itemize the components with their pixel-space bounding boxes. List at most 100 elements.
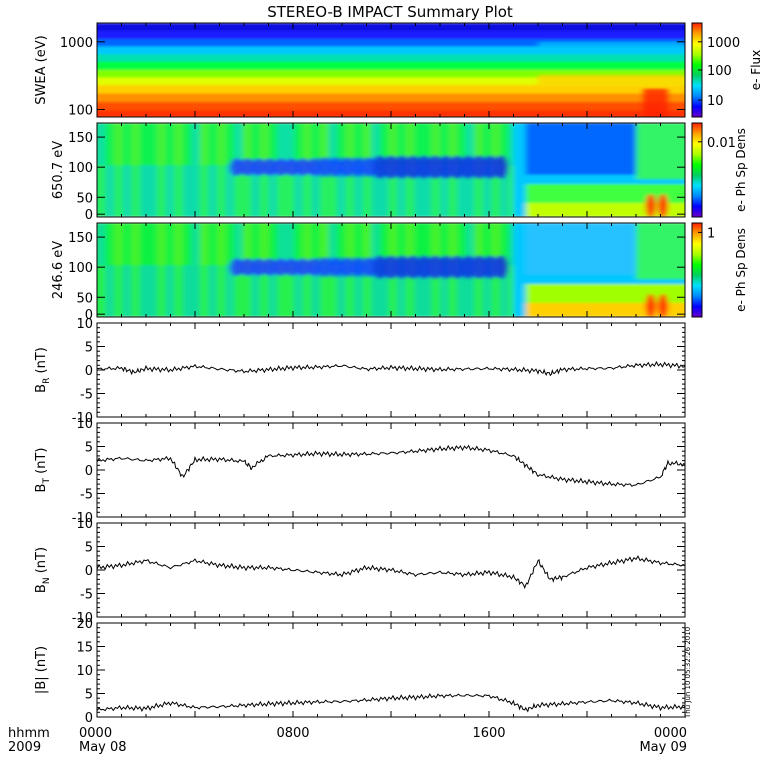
pad-cell xyxy=(182,123,192,166)
pad-cell xyxy=(191,223,200,266)
pad-ytick-label: 150 xyxy=(68,231,93,246)
pad-cell xyxy=(122,165,132,217)
pad-cell xyxy=(414,223,423,266)
pad-cell xyxy=(285,165,294,217)
bmag-ytick-label: 0 xyxy=(85,711,93,726)
pad-cell xyxy=(508,265,517,317)
pad-cell xyxy=(157,223,166,266)
pad-cell xyxy=(294,265,303,317)
pad-cell xyxy=(208,165,217,217)
pad-cell xyxy=(302,265,312,317)
pad-cell xyxy=(397,165,406,217)
pad-cell xyxy=(491,223,500,266)
pad-cell xyxy=(157,123,166,166)
pad-cell xyxy=(268,223,277,266)
pad-cell xyxy=(242,123,252,166)
pad-cell xyxy=(525,202,685,217)
pad-cell xyxy=(311,265,320,317)
pad-cell xyxy=(306,158,321,177)
pad-cell xyxy=(388,165,397,217)
pad-cell xyxy=(294,123,303,166)
pad-cell xyxy=(277,165,286,217)
pad-ytick-label: 50 xyxy=(76,191,93,206)
bn-ytick-label: 5 xyxy=(85,541,93,556)
pad-cell xyxy=(306,258,321,277)
pad-cell xyxy=(165,223,174,266)
bmag-ylabel: |B| (nT) xyxy=(34,646,49,694)
swea-band xyxy=(97,85,685,95)
swea-shift xyxy=(538,41,685,117)
pad-cell xyxy=(242,165,252,217)
pad-cell xyxy=(131,123,140,166)
pad-cell xyxy=(362,165,372,217)
pad-cell xyxy=(388,265,397,317)
pad-cell xyxy=(268,123,277,166)
pad-cell xyxy=(294,165,303,217)
pad-cell xyxy=(457,265,466,317)
pad-cell xyxy=(379,165,389,217)
pad-cell xyxy=(500,223,509,266)
bt-series-line xyxy=(96,444,686,488)
pad-cell xyxy=(328,165,337,217)
pad-cell xyxy=(251,223,260,266)
pad-cell xyxy=(225,123,234,166)
pad-cell xyxy=(657,293,668,317)
pad-cell xyxy=(474,123,483,166)
bmag-ytick-label: 10 xyxy=(76,664,93,679)
colorbar-label: e- Flux xyxy=(749,50,763,90)
swea-ylabel: SWEA (eV) xyxy=(34,35,49,104)
pad-cell xyxy=(234,265,243,317)
pad-cell xyxy=(273,158,288,177)
pad-cell xyxy=(131,223,140,266)
pad-cell xyxy=(319,123,329,166)
pad-cell xyxy=(165,123,174,166)
pad-cell xyxy=(199,165,209,217)
swea-band xyxy=(97,61,685,71)
pad-cell xyxy=(148,123,157,166)
pad-cell xyxy=(431,165,440,217)
pad-cell xyxy=(482,123,492,166)
pad-cell xyxy=(105,123,114,166)
pad-cell xyxy=(491,123,500,166)
pad-cell xyxy=(362,123,372,166)
pad-cell xyxy=(379,123,389,166)
colorbar-tick-label: 100 xyxy=(707,64,732,79)
pad-cell xyxy=(182,265,192,317)
pad-cell xyxy=(302,165,312,217)
br-ytick-label: 10 xyxy=(76,317,93,332)
pad-cell xyxy=(405,123,415,166)
pad-cell xyxy=(491,165,500,217)
pad-cell xyxy=(405,223,415,266)
bt-ylabel: BT (nT) xyxy=(34,448,52,493)
pad-cell xyxy=(234,165,243,217)
pad-cell xyxy=(354,165,363,217)
pad-cell xyxy=(114,265,123,317)
pad-cell xyxy=(199,265,209,317)
pad-cell xyxy=(240,258,255,277)
pad-cell xyxy=(474,165,483,217)
pad-cell xyxy=(525,223,636,275)
pad-cell xyxy=(328,265,337,317)
bmag-frame xyxy=(96,622,686,718)
pad-cell xyxy=(482,265,492,317)
pad-cell xyxy=(174,123,183,166)
pad-cell xyxy=(645,193,656,217)
pad-cell xyxy=(448,223,457,266)
pad-cell xyxy=(259,165,269,217)
pad-cell xyxy=(431,265,440,317)
pad-cell xyxy=(414,123,423,166)
pad-cell xyxy=(474,223,483,266)
pad-cell xyxy=(268,165,277,217)
pad-cell xyxy=(139,265,149,317)
pad-cell xyxy=(337,265,346,317)
pad-cell xyxy=(345,265,355,317)
swea-band xyxy=(97,54,685,63)
pad-cell xyxy=(114,123,123,166)
pad-cell xyxy=(97,265,106,317)
pad-cell xyxy=(114,223,123,266)
colorbar-tick-label: 10 xyxy=(707,94,724,109)
pad-cell xyxy=(182,165,192,217)
